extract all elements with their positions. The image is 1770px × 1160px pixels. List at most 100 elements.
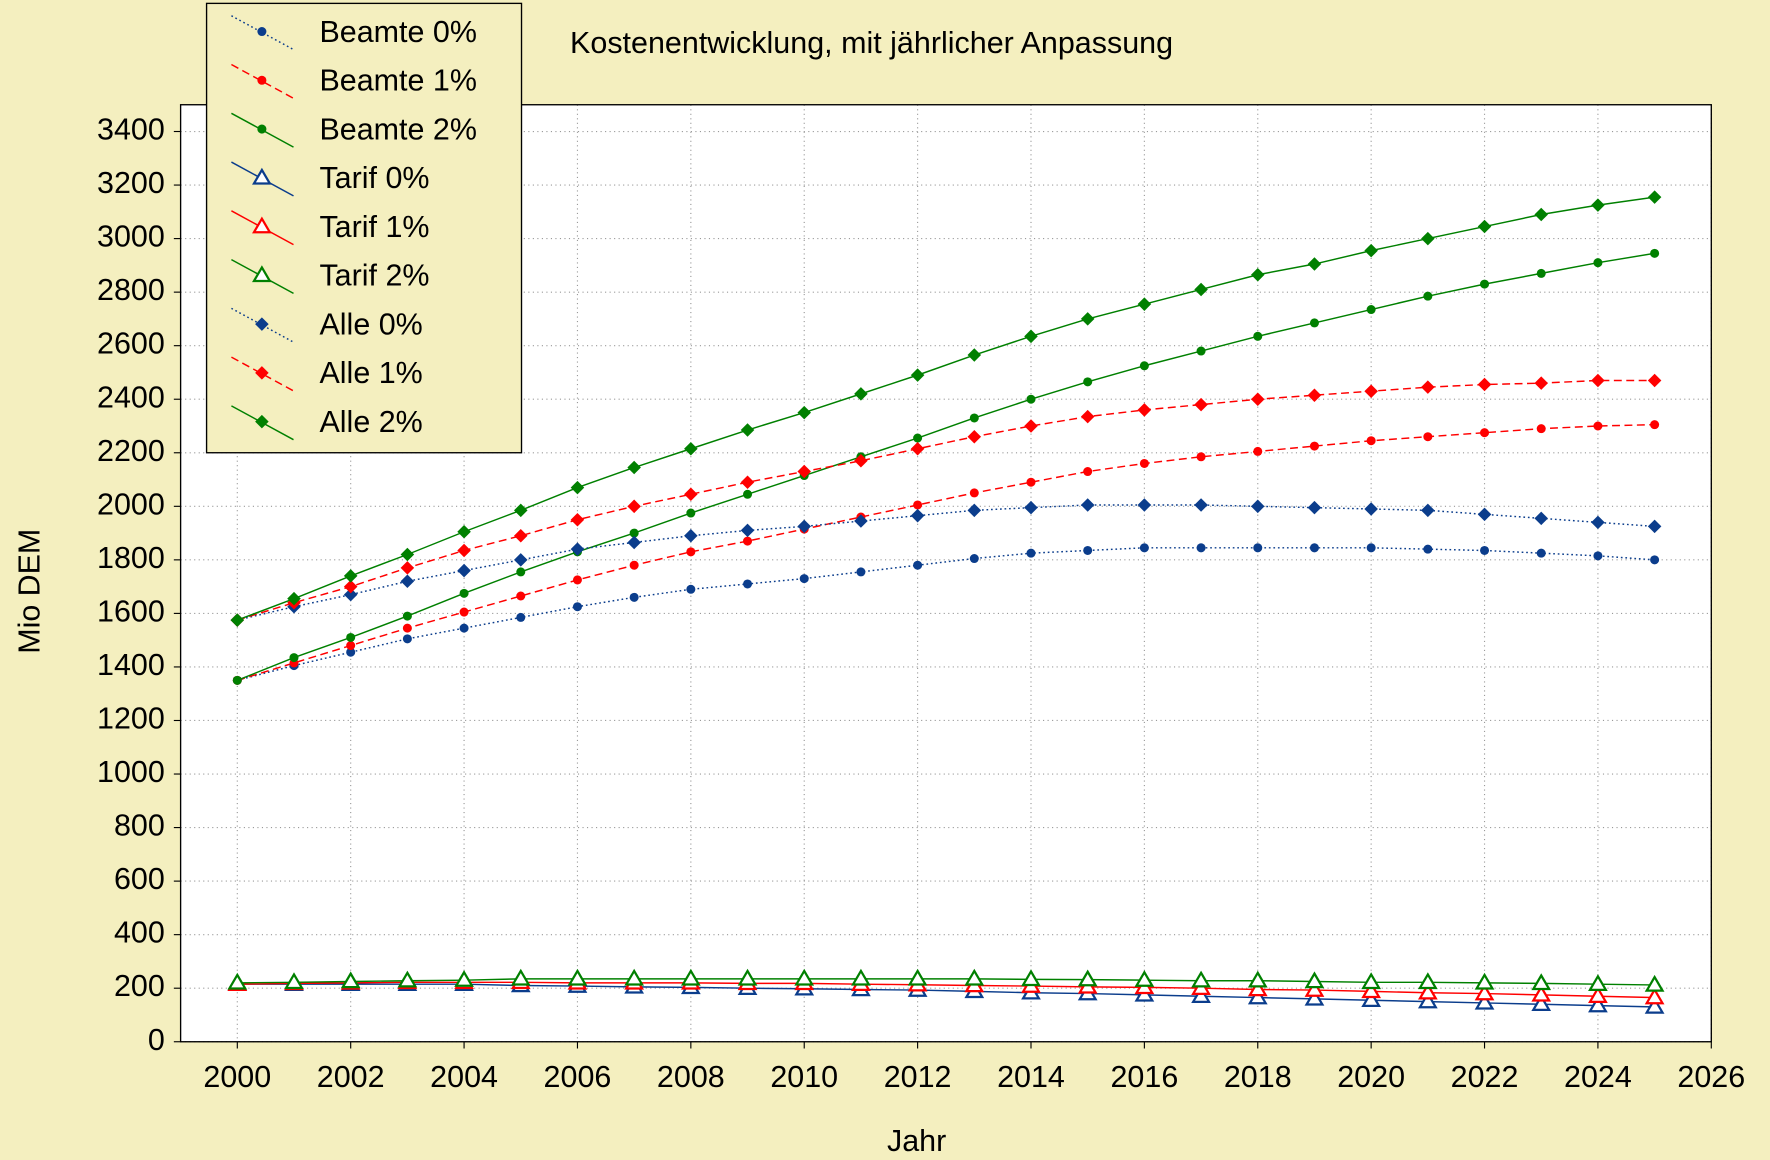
point bbox=[1593, 551, 1603, 561]
point bbox=[227, 972, 248, 990]
point bbox=[572, 602, 582, 612]
point bbox=[1536, 548, 1546, 558]
point bbox=[1304, 971, 1325, 989]
y-tick-label: 400 bbox=[114, 916, 165, 950]
x-tick-label: 2014 bbox=[997, 1060, 1065, 1094]
legend-label: Beamte 1% bbox=[319, 64, 477, 98]
point bbox=[1247, 987, 1268, 1005]
x-tick-label: 2004 bbox=[430, 1060, 498, 1094]
point bbox=[340, 971, 361, 989]
point bbox=[1650, 248, 1660, 258]
point bbox=[1534, 511, 1548, 526]
point bbox=[627, 460, 641, 475]
point bbox=[799, 574, 809, 584]
legend-label: Alle 2% bbox=[319, 405, 422, 439]
point bbox=[740, 423, 755, 437]
point bbox=[1644, 974, 1665, 992]
plot bbox=[227, 190, 1665, 1014]
point bbox=[1366, 305, 1376, 315]
point bbox=[570, 512, 585, 527]
point bbox=[969, 488, 979, 498]
point bbox=[969, 413, 979, 423]
point bbox=[1083, 467, 1093, 477]
point bbox=[624, 968, 645, 986]
series-line bbox=[237, 981, 1655, 999]
point bbox=[1650, 555, 1660, 565]
point bbox=[346, 647, 356, 657]
point bbox=[1026, 477, 1036, 487]
point bbox=[1250, 392, 1265, 406]
y-tick-label: 3000 bbox=[97, 220, 165, 254]
point bbox=[686, 547, 696, 557]
point bbox=[516, 591, 526, 601]
point bbox=[1134, 970, 1155, 987]
point bbox=[346, 632, 356, 642]
point bbox=[1417, 972, 1438, 990]
point bbox=[1591, 515, 1605, 530]
point bbox=[1196, 346, 1206, 356]
point bbox=[1253, 331, 1263, 341]
y-tick-label: 2600 bbox=[97, 327, 165, 361]
point bbox=[400, 574, 415, 589]
point bbox=[1139, 458, 1149, 468]
point bbox=[1531, 973, 1552, 991]
point bbox=[1477, 219, 1492, 234]
point bbox=[1080, 409, 1095, 424]
point bbox=[680, 968, 701, 986]
y-tick-label: 0 bbox=[148, 1023, 165, 1057]
point bbox=[1253, 543, 1263, 553]
x-tick-label: 2008 bbox=[657, 1060, 725, 1094]
x-tick-label: 2018 bbox=[1224, 1060, 1292, 1094]
point bbox=[967, 348, 982, 362]
point bbox=[570, 480, 585, 495]
point bbox=[1361, 972, 1382, 990]
series-line bbox=[237, 978, 1655, 986]
point bbox=[232, 675, 242, 685]
y-tick-label: 3400 bbox=[97, 113, 165, 147]
point bbox=[1247, 979, 1268, 997]
point bbox=[1024, 419, 1038, 433]
point bbox=[629, 528, 639, 538]
point bbox=[743, 536, 753, 546]
y-tick-label: 1800 bbox=[97, 541, 165, 575]
point bbox=[457, 543, 471, 558]
legend-label: Tarif 0% bbox=[319, 161, 429, 195]
point bbox=[1364, 384, 1378, 398]
point bbox=[797, 519, 811, 534]
point bbox=[1196, 543, 1206, 553]
series-line bbox=[237, 252, 1655, 682]
point bbox=[1417, 991, 1438, 1009]
y-tick-label: 200 bbox=[114, 969, 165, 1003]
point bbox=[1474, 972, 1495, 990]
y-tick-label: 2200 bbox=[97, 434, 165, 468]
x-tick-label: 2022 bbox=[1451, 1060, 1519, 1094]
point bbox=[1593, 258, 1603, 268]
point bbox=[1247, 970, 1268, 988]
point bbox=[627, 499, 641, 514]
point bbox=[913, 433, 923, 443]
point bbox=[1366, 436, 1376, 446]
point bbox=[1364, 502, 1378, 516]
point bbox=[343, 587, 358, 602]
point bbox=[1421, 380, 1435, 394]
point bbox=[1531, 984, 1552, 1002]
point bbox=[1196, 452, 1206, 462]
point bbox=[459, 588, 469, 598]
x-tick-label: 2006 bbox=[544, 1060, 612, 1094]
point bbox=[1080, 312, 1095, 326]
point bbox=[1474, 983, 1495, 1001]
point bbox=[1250, 267, 1265, 282]
point bbox=[1644, 996, 1665, 1014]
point bbox=[743, 579, 753, 589]
y-tick-label: 800 bbox=[114, 809, 165, 843]
point bbox=[913, 560, 923, 570]
series-line bbox=[237, 196, 1655, 621]
point bbox=[969, 554, 979, 564]
series-line bbox=[237, 379, 1655, 621]
point bbox=[856, 567, 866, 577]
legend-line bbox=[231, 15, 294, 51]
point bbox=[913, 500, 923, 510]
y-tick-label: 2000 bbox=[97, 487, 165, 521]
x-axis-label: Jahr bbox=[887, 1124, 946, 1158]
y-tick-label: 1000 bbox=[97, 755, 165, 789]
